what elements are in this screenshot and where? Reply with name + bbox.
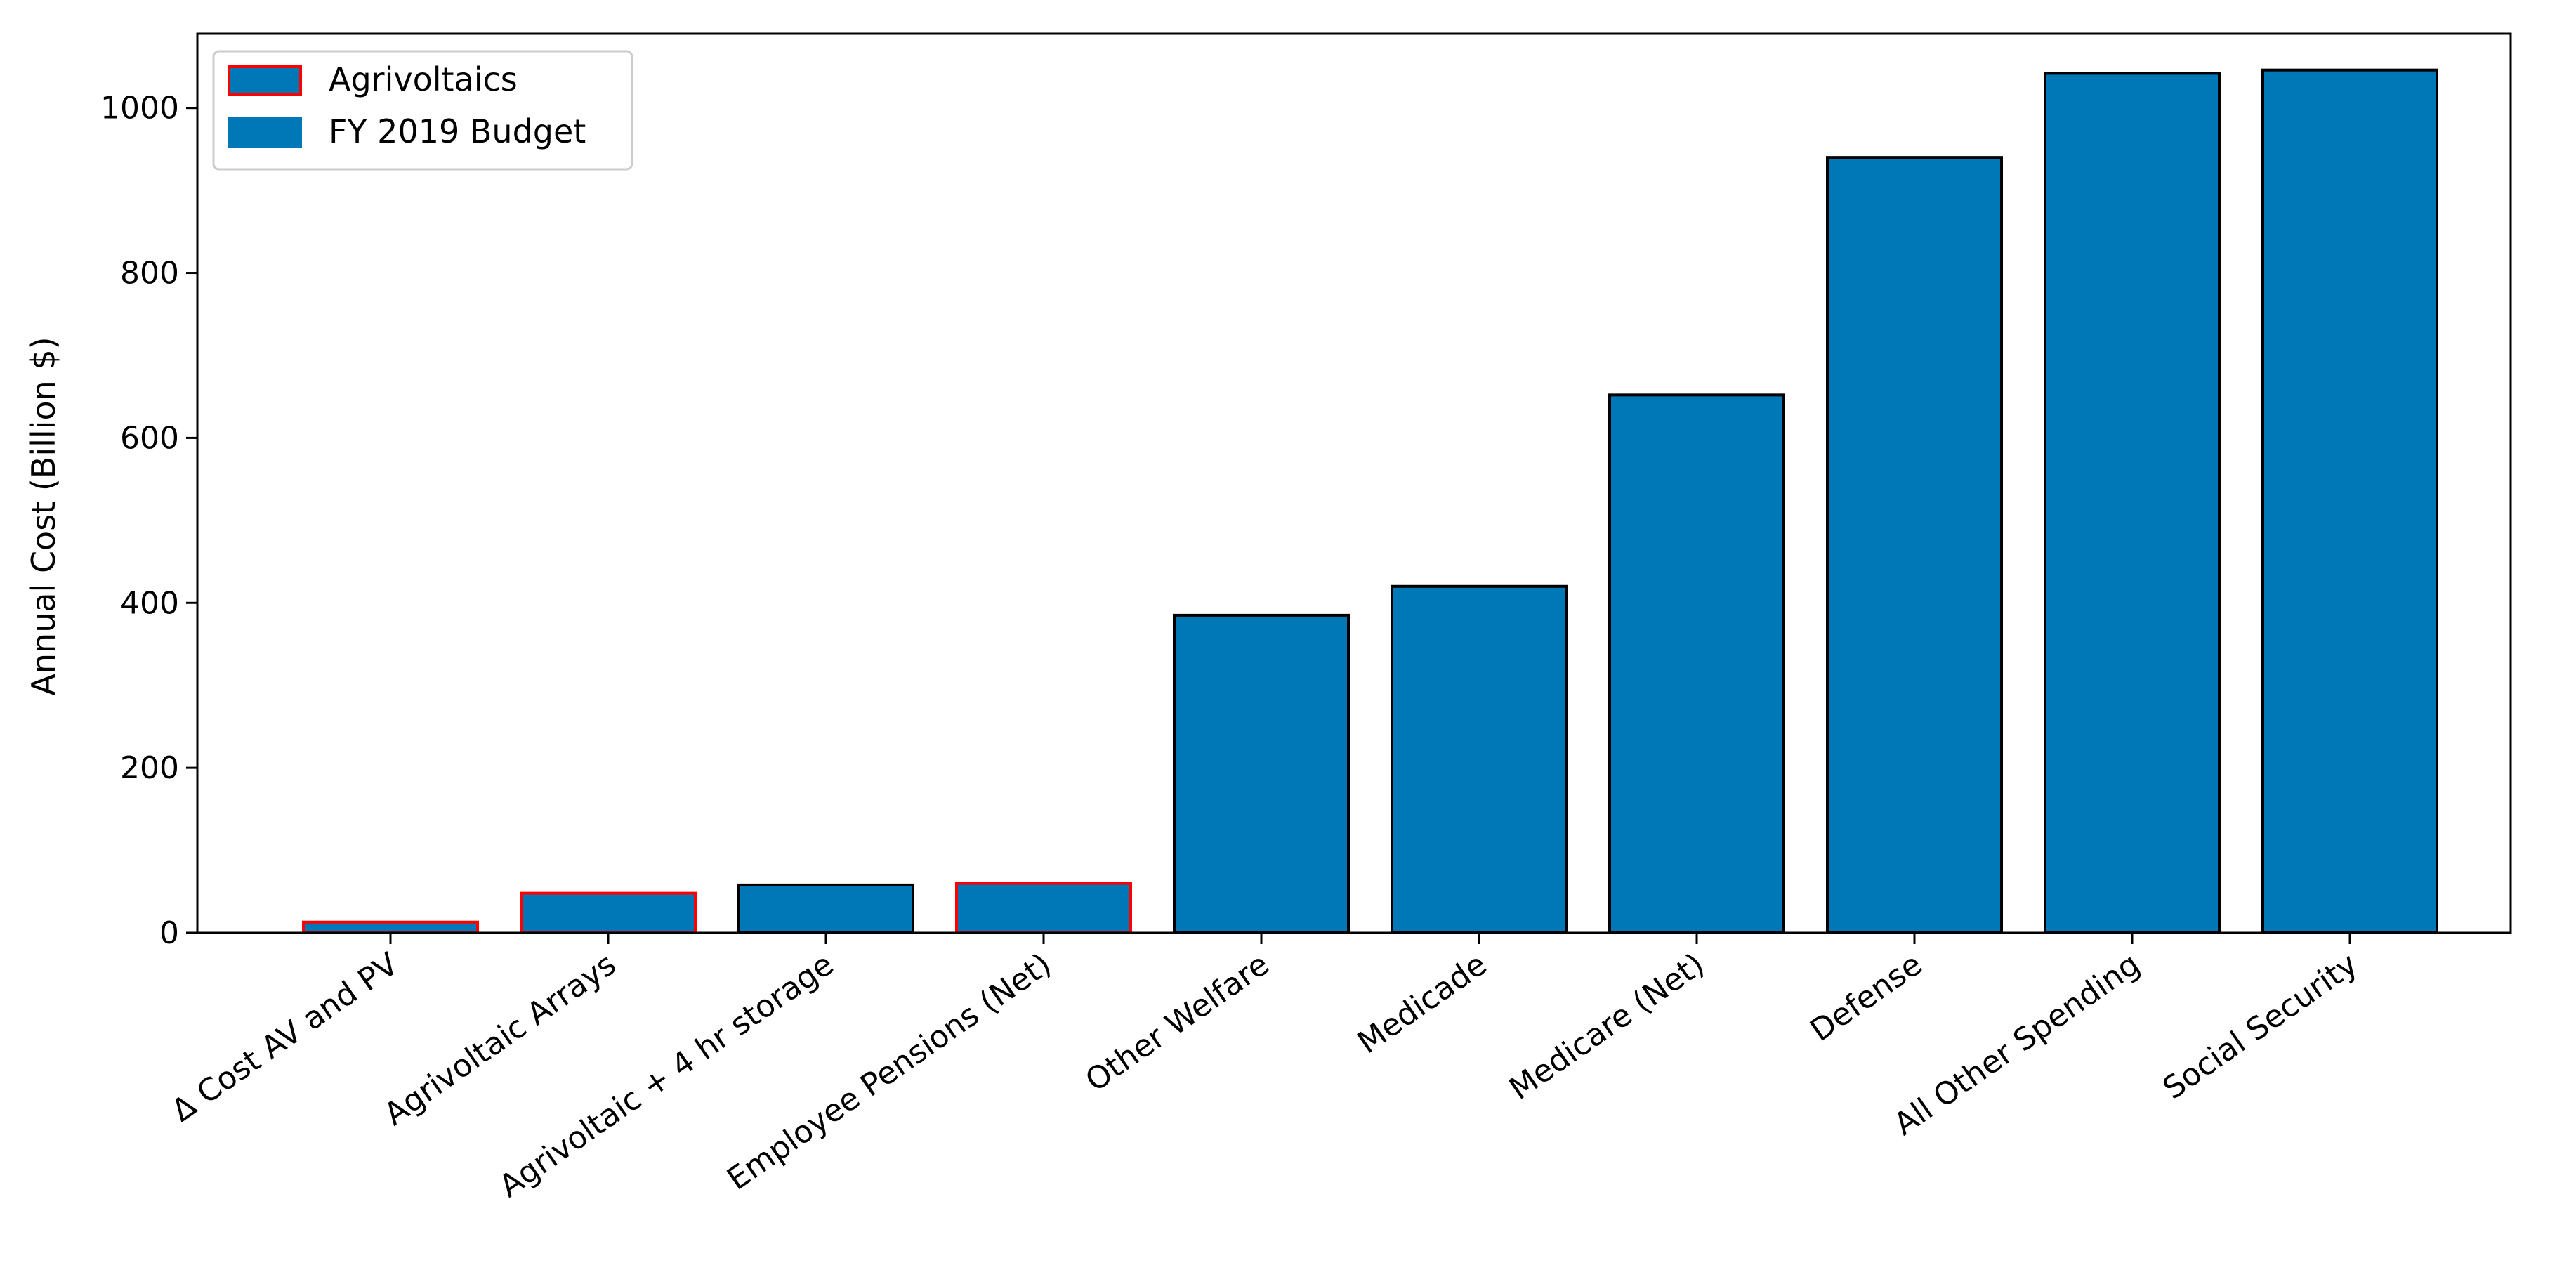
- y-tick-label: 600: [120, 420, 179, 456]
- bar-other-welfare: [1173, 613, 1350, 934]
- bar-employee-pensions-net: [955, 882, 1132, 934]
- bar-defense: [1826, 156, 2003, 935]
- bar-agrivoltaic-4-hr-storage: [737, 883, 914, 934]
- y-tick-label: 1000: [100, 91, 179, 126]
- bar-cost-av-and-pv: [302, 920, 479, 934]
- bar-agrivoltaic-arrays: [520, 891, 697, 935]
- bar-medicare-net: [1608, 393, 1785, 934]
- legend-label-fy-2019-budget: FY 2019 Budget: [329, 112, 586, 150]
- legend: Agrivoltaics FY 2019 Budget: [212, 50, 633, 171]
- legend-swatch-agrivoltaics: [228, 65, 302, 96]
- y-tick-label: 400: [120, 585, 179, 621]
- plot-frame: [196, 32, 2512, 934]
- y-tick-label: 200: [120, 750, 179, 786]
- bar-social-security: [2261, 68, 2438, 935]
- legend-label-agrivoltaics: Agrivoltaics: [329, 60, 518, 98]
- bar-all-other-spending: [2044, 72, 2221, 935]
- y-tick-label: 0: [159, 915, 179, 951]
- bar-medicade: [1391, 584, 1568, 934]
- y-tick-label: 800: [120, 256, 179, 292]
- y-axis-label: Annual Cost (Billion $): [25, 336, 63, 695]
- bars-layer: [302, 68, 2438, 935]
- legend-box: [212, 50, 633, 171]
- legend-swatch-fy-2019-budget: [228, 117, 302, 148]
